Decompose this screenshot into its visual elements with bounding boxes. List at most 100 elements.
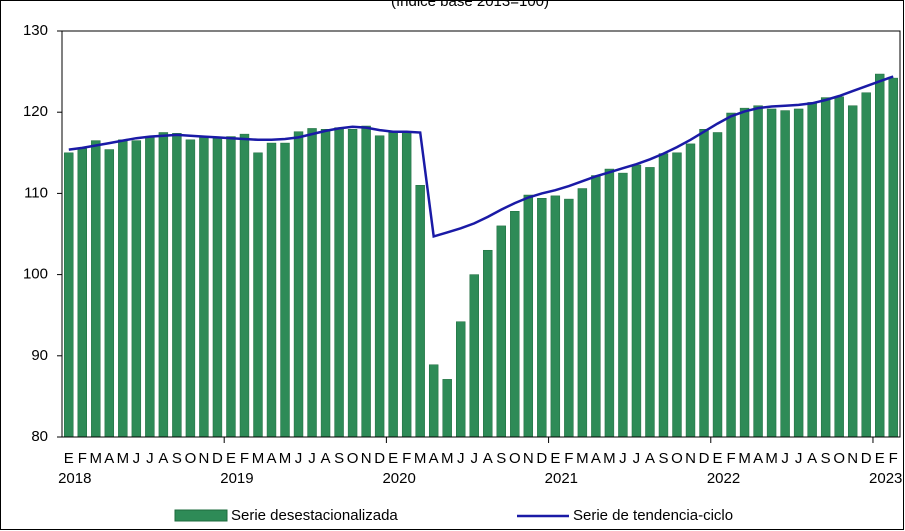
x-tick-label: D	[861, 450, 872, 467]
x-tick-label: E	[226, 450, 236, 467]
x-tick-label: A	[266, 450, 276, 467]
year-label: 2022	[707, 470, 740, 487]
x-tick-label: A	[591, 450, 601, 467]
trend-line	[68, 75, 894, 239]
year-label: 2020	[382, 470, 415, 487]
bar	[280, 142, 290, 438]
x-tick-label: E	[388, 450, 398, 467]
bar	[347, 129, 358, 438]
bar	[523, 194, 534, 438]
bar	[199, 137, 209, 438]
bar	[307, 128, 317, 438]
bar	[793, 108, 804, 438]
y-tick-label: 80	[31, 428, 48, 445]
x-tick-label: O	[671, 450, 683, 467]
x-tick-label: S	[334, 450, 344, 467]
y-tick-label: 130	[23, 22, 48, 39]
bar	[77, 148, 87, 438]
x-tick-label: M	[576, 450, 589, 467]
x-tick-label: M	[90, 450, 103, 467]
bar	[334, 127, 344, 438]
x-tick-label: A	[158, 450, 168, 467]
x-tick-label: F	[240, 450, 249, 467]
x-tick-label: A	[321, 450, 331, 467]
bar	[401, 132, 412, 438]
bar	[118, 139, 128, 438]
bar	[875, 73, 885, 438]
x-tick-label: N	[523, 450, 534, 467]
legend-label: Serie desestacionalizada	[231, 507, 398, 524]
bar	[374, 135, 385, 438]
x-tick-label: J	[457, 450, 465, 467]
x-tick-label: E	[64, 450, 74, 467]
x-tick-label: N	[361, 450, 372, 467]
bar	[645, 167, 655, 438]
bar	[266, 142, 277, 438]
x-tick-label: O	[347, 450, 359, 467]
bar	[496, 225, 506, 438]
bar	[158, 132, 169, 438]
bar	[145, 136, 155, 438]
x-tick-label: F	[564, 450, 573, 467]
bar	[510, 211, 520, 438]
bar	[577, 188, 588, 438]
bar	[739, 107, 750, 438]
bar	[212, 137, 223, 438]
bar	[456, 321, 466, 438]
bar	[699, 129, 709, 438]
y-tick-label: 110	[24, 184, 48, 201]
x-tick-label: J	[795, 450, 803, 467]
bar	[564, 198, 574, 438]
x-tick-label: E	[875, 450, 885, 467]
bar	[834, 96, 844, 438]
y-tick-label: 90	[31, 347, 48, 364]
year-label: 2018	[58, 470, 91, 487]
x-tick-label: D	[536, 450, 547, 467]
chart-subtitle: (índice base 2013=100)	[391, 0, 549, 10]
year-label: 2021	[545, 470, 578, 487]
x-tick-label: J	[619, 450, 627, 467]
x-tick-label: S	[658, 450, 668, 467]
x-tick-label: E	[713, 450, 723, 467]
year-label: 2023	[869, 470, 902, 487]
x-tick-label: D	[212, 450, 223, 467]
bar	[780, 110, 790, 438]
bar	[550, 195, 561, 438]
bar	[618, 172, 628, 438]
x-tick-label: F	[726, 450, 735, 467]
x-tick-label: J	[308, 450, 316, 467]
x-tick-label: N	[847, 450, 858, 467]
x-tick-label: M	[117, 450, 130, 467]
y-tick-label: 120	[23, 103, 48, 120]
bar	[293, 131, 304, 438]
x-tick-label: J	[295, 450, 303, 467]
bar	[672, 152, 682, 438]
plot-border	[61, 30, 901, 438]
year-label: 2019	[220, 470, 253, 487]
legend-label: Serie de tendencia-ciclo	[573, 507, 733, 524]
bar	[712, 132, 723, 438]
x-tick-label: E	[550, 450, 560, 467]
x-tick-label: A	[104, 450, 114, 467]
x-tick-label: M	[738, 450, 751, 467]
bar	[888, 77, 898, 438]
x-tick-label: A	[753, 450, 763, 467]
bar	[91, 140, 101, 438]
x-tick-label: O	[185, 450, 197, 467]
bar	[658, 153, 669, 438]
bar	[388, 132, 398, 438]
bar	[820, 97, 831, 438]
x-tick-label: S	[821, 450, 831, 467]
bar	[469, 274, 479, 438]
x-tick-label: N	[198, 450, 209, 467]
x-tick-label: F	[78, 450, 87, 467]
bar	[807, 102, 817, 438]
x-tick-label: J	[470, 450, 478, 467]
x-tick-label: M	[252, 450, 265, 467]
x-tick-label: D	[374, 450, 385, 467]
x-tick-label: J	[781, 450, 789, 467]
bar	[753, 105, 763, 438]
bar	[483, 249, 493, 438]
x-tick-label: J	[146, 450, 154, 467]
